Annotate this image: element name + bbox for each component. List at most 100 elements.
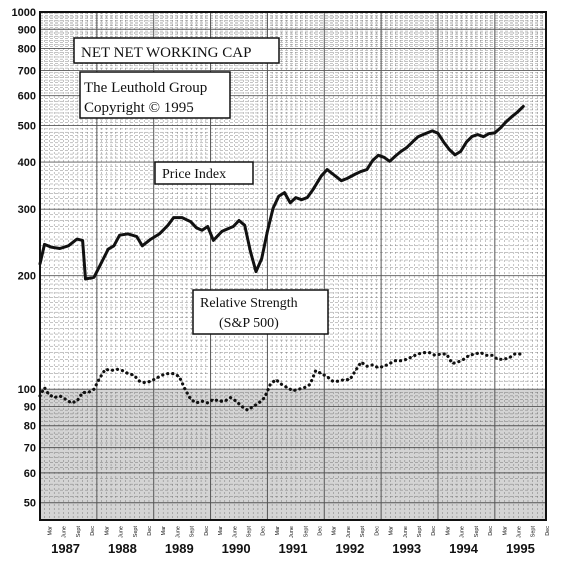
- price-index-point: [517, 111, 519, 113]
- price-index-point: [158, 233, 160, 235]
- price-index-point: [494, 132, 496, 134]
- price-index-point: [443, 141, 445, 143]
- price-index-point: [44, 243, 46, 245]
- y-tick-label: 700: [18, 65, 36, 77]
- price-index-point: [201, 229, 203, 231]
- x-year-label: 1995: [506, 541, 535, 556]
- y-tick-label: 600: [18, 91, 36, 103]
- relative-strength-point: [400, 360, 402, 362]
- x-month-label: Sept: [303, 526, 309, 538]
- x-month-labels: Mar June Sept Dec Mar June Sept Dec Mar June Sept D…: [47, 526, 550, 538]
- x-month-label: Dec: [488, 526, 494, 536]
- price-index-point: [238, 220, 240, 222]
- y-tick-labels: 1000 900 800 700 600 500 400 300 200 100 90 80 70 60 5…: [12, 7, 36, 510]
- price-index-point: [150, 238, 152, 240]
- price-index-point: [488, 133, 490, 135]
- price-index-point: [423, 133, 425, 135]
- relative-strength-point: [423, 352, 425, 354]
- x-month-label: June: [175, 526, 181, 538]
- relative-strength-point: [320, 373, 322, 375]
- x-month-label: Mar: [161, 526, 167, 536]
- price-index-point: [326, 169, 328, 171]
- price-index-point: [431, 130, 433, 132]
- y-tick-label: 300: [18, 204, 36, 216]
- series-layer: [38, 104, 525, 412]
- x-month-label: Mar: [47, 526, 53, 536]
- price-index-point: [227, 228, 229, 230]
- relative-strength-point: [343, 379, 345, 381]
- relative-strength-point: [190, 398, 192, 400]
- x-month-label: Dec: [261, 526, 267, 536]
- x-month-label: Mar: [445, 526, 451, 536]
- relative-strength-point: [474, 353, 476, 355]
- price-index-point: [221, 230, 223, 232]
- price-index-point: [141, 245, 143, 247]
- relative-strength-point: [480, 352, 482, 354]
- x-month-label: Sept: [474, 526, 480, 538]
- y-tick-label: 50: [24, 498, 36, 510]
- relative-strength-point: [292, 390, 294, 392]
- price-index-point: [59, 248, 61, 250]
- relative-strength-point: [65, 398, 67, 400]
- relative-strength-point: [298, 388, 300, 390]
- price-index-point: [195, 227, 197, 229]
- price-index-point: [465, 141, 467, 143]
- x-month-label: Dec: [545, 526, 551, 536]
- price-index-line: [38, 104, 525, 281]
- relative-strength-point: [104, 368, 106, 370]
- relative-strength-point: [99, 377, 101, 379]
- relative-strength-point: [121, 370, 123, 372]
- relative-strength-point: [428, 352, 430, 354]
- price-index-point: [355, 173, 357, 175]
- relative-strength-point: [332, 380, 334, 382]
- relative-strength-point: [252, 405, 254, 407]
- relative-strength-point: [349, 379, 351, 381]
- relative-strength-point: [303, 387, 305, 389]
- price-index-label: Price Index: [162, 167, 226, 182]
- y-tick-label: 100: [18, 384, 36, 396]
- y-tick-label: 500: [18, 121, 36, 133]
- relative-strength-point: [457, 361, 459, 363]
- x-month-label: Sept: [531, 526, 537, 538]
- relative-strength-line: [38, 351, 523, 412]
- source-line-2: Copyright © 1995: [84, 100, 194, 116]
- relative-strength-point: [93, 388, 95, 390]
- relative-strength-point: [156, 377, 158, 379]
- x-month-label: Mar: [218, 526, 224, 536]
- relative-strength-point: [394, 360, 396, 362]
- relative-strength-point: [440, 353, 442, 355]
- price-index-point: [301, 199, 303, 201]
- price-index-point: [50, 246, 52, 248]
- chart-title: NET NET WORKING CAP: [81, 45, 251, 61]
- price-index-point: [173, 217, 175, 219]
- relative-strength-point: [201, 400, 203, 402]
- price-index-point: [306, 197, 308, 199]
- price-index-point: [454, 154, 456, 156]
- relative-strength-point: [161, 374, 163, 376]
- price-index-point: [84, 278, 86, 280]
- price-index-point: [400, 150, 402, 152]
- relative-strength-point: [360, 361, 362, 363]
- price-index-point: [76, 238, 78, 240]
- relative-strength-point: [286, 387, 288, 389]
- x-month-label: June: [517, 526, 523, 538]
- x-month-label: Sept: [190, 526, 196, 538]
- y-tick-label: 200: [18, 271, 36, 283]
- y-tick-label: 60: [24, 468, 36, 480]
- x-year-label: 1990: [222, 541, 251, 556]
- relative-strength-point: [355, 370, 357, 372]
- price-index-point: [340, 180, 342, 182]
- price-index-point: [99, 265, 101, 267]
- x-month-label: Dec: [374, 526, 380, 536]
- price-index-point: [389, 160, 391, 162]
- price-index-point: [411, 141, 413, 143]
- price-index-point: [107, 248, 109, 250]
- relative-strength-sublabel: (S&P 500): [219, 316, 279, 331]
- price-index-point: [119, 234, 121, 236]
- relative-strength-point: [48, 393, 50, 395]
- relative-strength-point: [309, 383, 311, 385]
- price-index-point: [372, 159, 374, 161]
- relative-strength-point: [502, 358, 504, 360]
- relative-strength-point: [110, 370, 112, 372]
- relative-strength-point: [468, 354, 470, 356]
